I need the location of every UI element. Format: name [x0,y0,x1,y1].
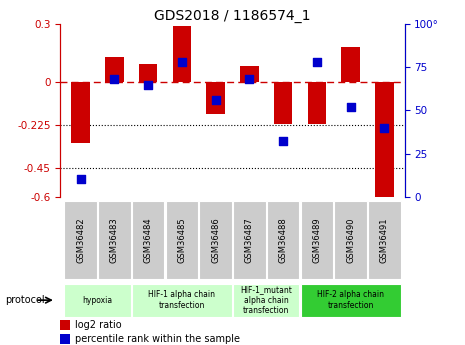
Bar [267,201,299,279]
Bar [60,320,70,330]
Bar [341,47,360,82]
Text: GSM36486: GSM36486 [211,217,220,263]
Bar [334,201,367,279]
Text: GSM36485: GSM36485 [177,217,186,263]
Point [111,77,118,82]
Text: log2 ratio: log2 ratio [75,320,121,330]
Text: percentile rank within the sample: percentile rank within the sample [75,334,240,344]
Point [77,177,85,182]
Point [246,77,253,82]
Text: GSM36491: GSM36491 [380,217,389,263]
Bar [301,284,400,317]
Text: GSM36484: GSM36484 [144,217,153,263]
Title: GDS2018 / 1186574_1: GDS2018 / 1186574_1 [154,9,311,23]
Bar [132,201,164,279]
Bar [233,284,299,317]
Point [145,82,152,87]
Bar [368,201,400,279]
Bar [98,201,131,279]
Point [313,59,320,65]
Point [178,59,186,65]
Bar [233,201,266,279]
Bar [206,82,225,114]
Text: GSM36483: GSM36483 [110,217,119,263]
Bar [199,201,232,279]
Text: hypoxia: hypoxia [82,296,113,305]
Text: HIF-1 alpha chain
transfection: HIF-1 alpha chain transfection [148,290,215,310]
Point [347,104,354,110]
Text: GSM36482: GSM36482 [76,217,85,263]
Text: GSM36490: GSM36490 [346,217,355,263]
Bar [301,201,333,279]
Point [279,139,287,144]
Bar [65,201,97,279]
Bar [375,82,393,197]
Text: protocol: protocol [5,295,44,305]
Text: HIF-1_mutant
alpha chain
transfection: HIF-1_mutant alpha chain transfection [240,285,292,315]
Text: GSM36489: GSM36489 [312,217,321,263]
Point [212,97,219,103]
Bar [274,82,292,124]
Text: GSM36487: GSM36487 [245,217,254,263]
Bar [307,82,326,124]
Text: GSM36488: GSM36488 [279,217,288,263]
Bar [166,201,198,279]
Bar [240,66,259,82]
Bar [173,26,191,82]
Bar [72,82,90,143]
Bar [139,65,158,82]
Bar [60,334,70,344]
Text: HIF-2 alpha chain
transfection: HIF-2 alpha chain transfection [317,290,384,310]
Bar [105,57,124,82]
Point [380,125,388,130]
Bar [65,284,131,317]
Bar [132,284,232,317]
